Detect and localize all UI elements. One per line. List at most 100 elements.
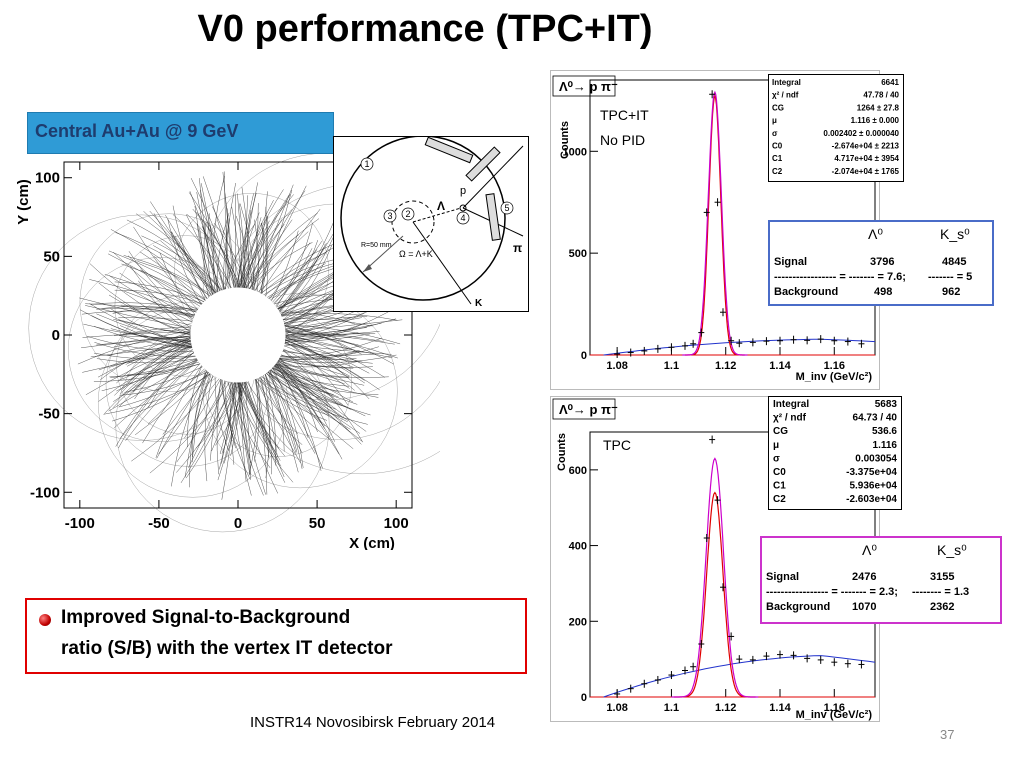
stats-value: -2.603e+04 — [846, 494, 897, 505]
stats-value: 0.002402 ± 0.000040 — [823, 129, 899, 138]
event-xtick-label: 0 — [234, 515, 242, 532]
tof-module-1 — [424, 136, 474, 164]
signal-fit-red — [685, 94, 745, 356]
stats-value: -2.674e+04 ± 2213 — [832, 142, 900, 151]
stats-value: 1.116 — [873, 440, 898, 451]
plot-ytick-label: 600 — [569, 465, 587, 477]
sb-top-bg-label: Background — [774, 286, 839, 298]
sb-top-ratio-ks: ------- = 5 — [928, 271, 973, 283]
lambda-track — [412, 207, 462, 223]
stats-top-rows: Integral 6641 χ² / ndf 47.78 / 40 CG 1264 ± 2… — [772, 78, 900, 176]
event-display-chart: -100 -50 0 50 100 -100 -50 0 50 100 X (cm) Y (cm) — [15, 153, 440, 550]
sb-bottom-signal-lambda: 2476 — [852, 571, 877, 583]
event-loop-track — [105, 302, 271, 467]
stats-value: -2.074e+04 ± 1765 — [832, 167, 900, 176]
label-pi: π — [513, 241, 522, 255]
footer-text: INSTR14 Novosibirsk February 2014 — [250, 714, 496, 731]
plot-top-annotation-1: TPC+IT — [600, 107, 649, 123]
label-lambda: Λ — [437, 199, 445, 213]
label-1: 1 — [364, 159, 369, 169]
stats-label: CG — [773, 426, 788, 437]
bullet-icon — [39, 614, 51, 626]
plot-bottom-xlabel: M_inv (GeV/c²) — [796, 709, 873, 721]
conclusion-line-1: Improved Signal-to-Background — [61, 607, 351, 628]
signal-fit-red — [674, 491, 756, 698]
label-5: 5 — [504, 203, 509, 213]
tof-module-2 — [465, 146, 501, 182]
label-circle-4 — [456, 211, 470, 225]
sb-bottom-signal-ks: 3155 — [930, 571, 955, 583]
stats-label: C0 — [772, 142, 783, 151]
stats-label: Integral — [773, 399, 809, 410]
plot-xtick-label: 1.14 — [769, 702, 791, 714]
plot-top-title-box — [552, 75, 616, 97]
label-3: 3 — [387, 211, 392, 221]
label-p: p — [460, 185, 466, 197]
plot-xtick-label: 1.12 — [715, 702, 736, 714]
stats-value: 4.717e+04 ± 3954 — [834, 154, 899, 163]
event-ylabel: Y (cm) — [15, 179, 32, 225]
event-xtick-label: 100 — [384, 515, 409, 532]
event-ytick-label: 50 — [43, 248, 60, 265]
stats-value: 47.78 / 40 — [863, 91, 899, 100]
stats-label: χ² / ndf — [772, 91, 799, 100]
event-banner: Central Au+Au @ 9 GeV — [27, 112, 334, 154]
page-number: 37 — [940, 727, 955, 742]
event-tracks — [28, 153, 440, 533]
event-ytick-label: -100 — [30, 484, 60, 501]
sb-bottom-col2: K_s⁰ — [937, 542, 967, 558]
stats-label: σ — [772, 129, 778, 138]
decay-vertex — [459, 204, 467, 212]
plot-bottom-ylabel: Counts — [556, 433, 568, 471]
kaon-track — [412, 221, 472, 305]
plot-ytick-label: 1000 — [563, 146, 587, 158]
stats-value: 536.6 — [872, 426, 897, 437]
event-axes: -100 -50 0 50 100 -100 -50 0 50 100 X (cm) Y (cm) — [15, 162, 412, 550]
stats-label: C0 — [773, 467, 786, 478]
stats-label: μ — [773, 440, 779, 451]
sb-top-bg-ks: 962 — [942, 286, 961, 298]
label-omega: Ω = Λ+K — [399, 249, 433, 259]
stats-label: μ — [772, 116, 777, 125]
stats-box-bottom-frame — [768, 396, 902, 510]
event-beam-hole — [190, 287, 286, 383]
event-banner-text: Central Au+Au @ 9 GeV — [35, 121, 239, 141]
label-radius: R=50 mm — [361, 242, 392, 249]
stats-label: C1 — [772, 154, 783, 163]
signal-fit-magenta — [671, 457, 759, 698]
stats-value: 1264 ± 27.8 — [857, 103, 900, 112]
label-circle-1 — [360, 157, 374, 171]
stats-bottom-rows: Integral 5683 χ² / ndf 64.73 / 40 CG 536.6 μ 1.… — [773, 399, 897, 505]
stats-label: C1 — [773, 481, 786, 492]
plot-bottom-annotation-1: TPC — [603, 437, 631, 453]
stats-box-top-frame — [768, 74, 904, 182]
label-2: 2 — [405, 209, 410, 219]
plot-ytick-label: 200 — [569, 616, 587, 628]
plot-top-body: 1.08 1.1 1.12 1.14 1.16 0 500 1000 — [563, 79, 876, 372]
stats-label: C2 — [773, 494, 786, 505]
sb-bottom-bg-label: Background — [766, 601, 831, 613]
plot-xtick-label: 1.16 — [824, 702, 845, 714]
plot-ytick-label: 400 — [569, 541, 587, 553]
stats-box-bottom: Integral 5683 χ² / ndf 64.73 / 40 CG 536.6 μ 1.… — [768, 396, 902, 510]
outer-detector-circle — [340, 136, 506, 301]
sb-bottom-signal-label: Signal — [766, 571, 800, 583]
signal-fit-magenta — [682, 90, 748, 356]
plot-xtick-label: 1.12 — [715, 360, 736, 372]
stats-label: Integral — [772, 78, 801, 87]
sb-table-top: Λ⁰ K_s⁰ Signal 3796 4845 ---------------… — [768, 220, 994, 306]
stats-value: 64.73 / 40 — [853, 413, 898, 424]
stats-value: 5683 — [875, 399, 898, 410]
event-xtick-label: 50 — [309, 515, 326, 532]
plot-top-annotation-2: No PID — [600, 132, 645, 148]
plot-xtick-label: 1.1 — [664, 360, 679, 372]
event-ytick-label: 100 — [35, 170, 60, 187]
plot-xtick-label: 1.08 — [606, 360, 627, 372]
detector-diagram: 1 2 3 4 5 p Λ π K R=50 mm Ω = Λ+K — [333, 136, 529, 312]
event-xtick-label: -50 — [148, 515, 170, 532]
stats-value: 0.003054 — [855, 453, 897, 464]
label-circle-2 — [401, 207, 415, 221]
radius-arrow-head — [363, 264, 372, 272]
stats-label: CG — [772, 103, 784, 112]
tof-module-3 — [485, 193, 501, 241]
